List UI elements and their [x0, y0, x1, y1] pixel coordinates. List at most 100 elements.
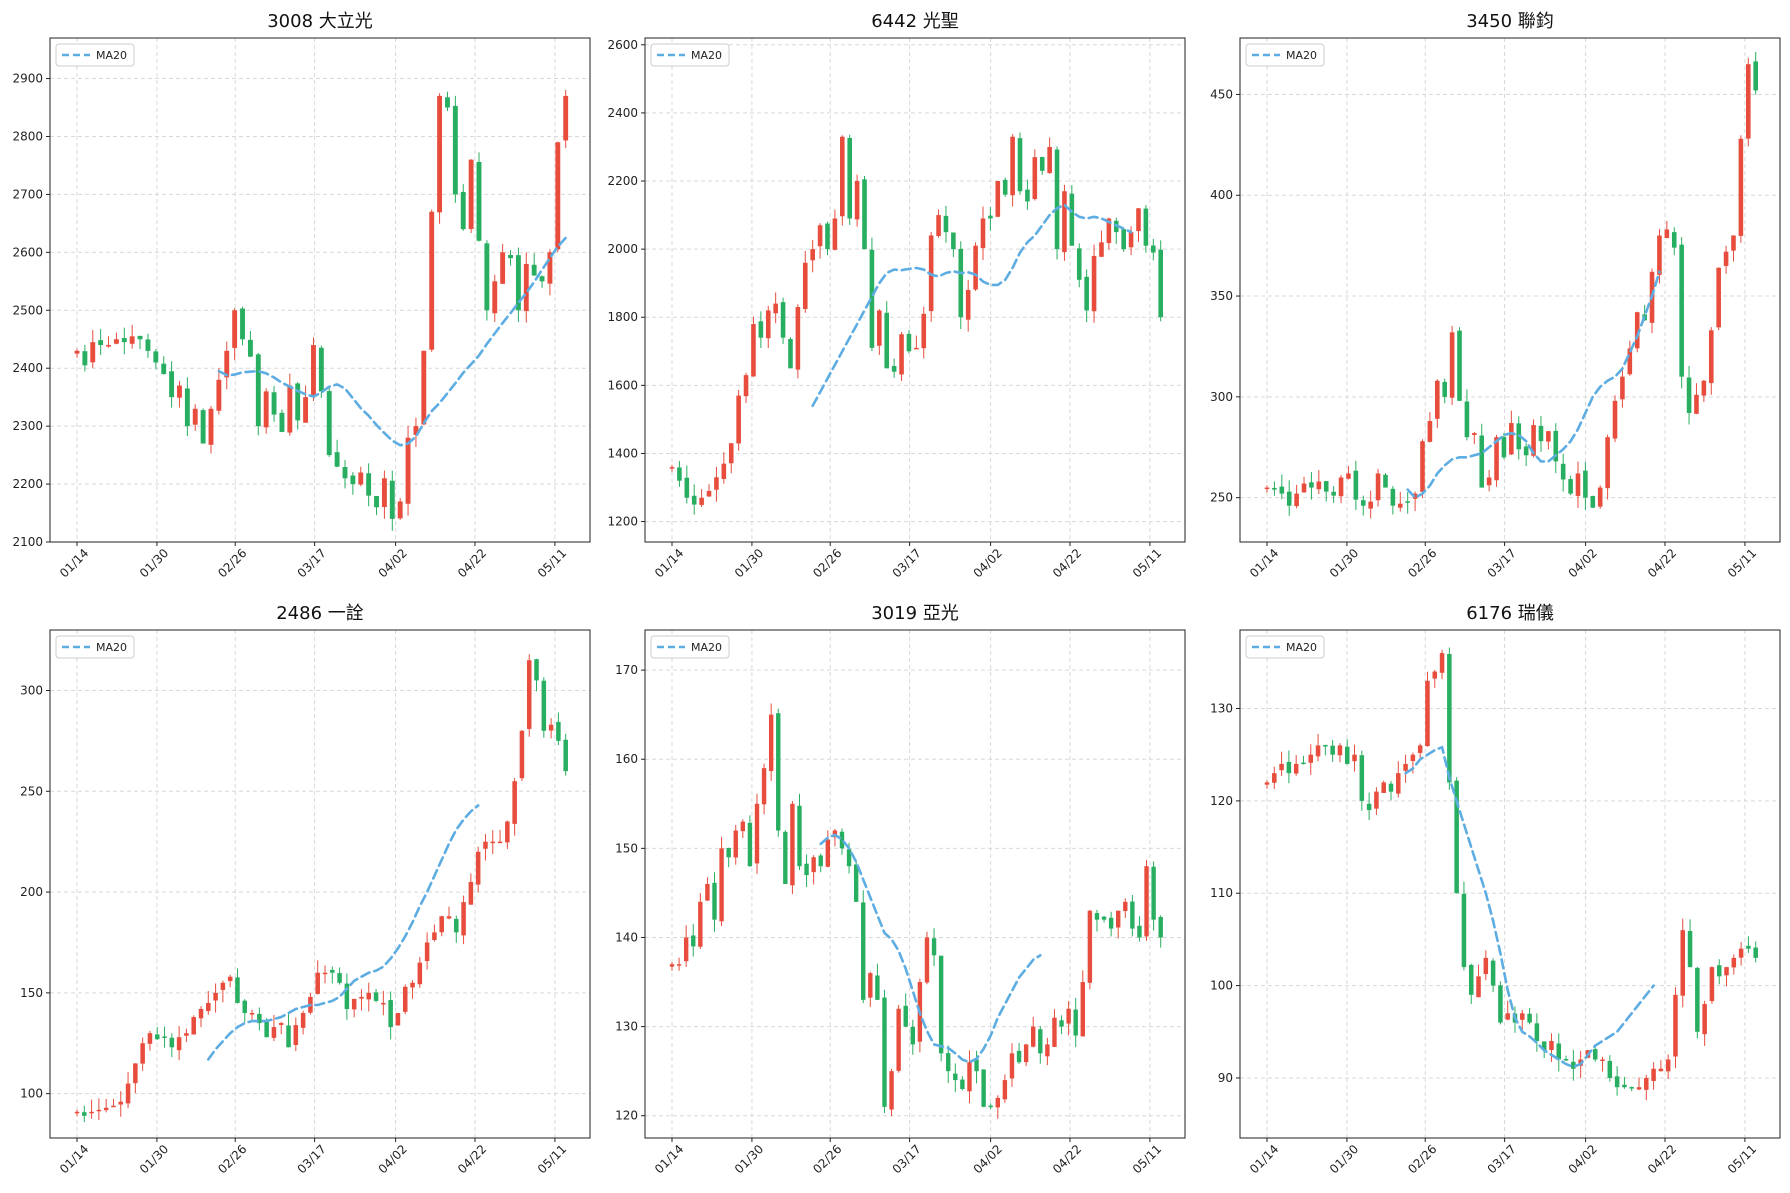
candlestick — [1308, 744, 1314, 775]
candle-body — [1279, 763, 1284, 771]
candlestick — [395, 1012, 401, 1026]
candlestick — [853, 861, 859, 902]
candlestick — [728, 443, 734, 474]
candle-body — [1301, 762, 1306, 765]
candle-body — [974, 1059, 979, 1072]
candle-body — [1346, 473, 1351, 479]
candlestick — [468, 159, 474, 233]
candle-body — [965, 290, 971, 320]
candle-body — [432, 932, 437, 940]
x-tick-label: 01/14 — [652, 1142, 686, 1176]
candlestick — [1158, 240, 1163, 322]
candlestick — [1123, 898, 1128, 919]
candlestick — [1360, 495, 1366, 516]
candlestick — [381, 470, 387, 519]
candlestick — [476, 152, 482, 242]
candle-body — [129, 336, 135, 344]
candlestick — [1137, 916, 1142, 942]
y-tick-label: 1400 — [607, 446, 638, 460]
candlestick — [988, 207, 993, 231]
y-tick-label: 300 — [1210, 390, 1233, 404]
candlestick — [1679, 237, 1684, 389]
candle-body — [1671, 232, 1677, 248]
candlestick — [1644, 1074, 1649, 1101]
candlestick — [669, 962, 675, 971]
y-tick-label: 160 — [615, 752, 638, 766]
candlestick — [1405, 491, 1410, 514]
candle-body — [1397, 503, 1403, 508]
candlestick — [1575, 461, 1581, 508]
candlestick — [714, 466, 719, 502]
candlestick — [1116, 910, 1121, 939]
candle-body — [1468, 964, 1474, 995]
candle-body — [452, 105, 458, 195]
candle-body — [468, 881, 474, 905]
y-tick-label: 200 — [20, 885, 43, 899]
candlestick — [783, 830, 788, 885]
candlestick — [1047, 137, 1052, 174]
candle-body — [350, 475, 356, 485]
candle-body — [1308, 754, 1314, 763]
legend-box — [55, 635, 135, 659]
candle-body — [1101, 916, 1107, 920]
legend: MA20 — [55, 635, 135, 659]
candlestick — [1439, 649, 1445, 680]
candle-body — [1753, 61, 1758, 91]
candle-body — [89, 1111, 94, 1114]
x-tick-label: 01/30 — [1327, 1142, 1361, 1176]
candlestick — [96, 1098, 102, 1120]
candlestick — [1151, 238, 1156, 261]
legend: MA20 — [1245, 635, 1325, 659]
candlestick — [1425, 671, 1430, 747]
y-tick-label: 350 — [1210, 289, 1233, 303]
y-tick-label: 2600 — [607, 38, 638, 52]
candlestick — [1590, 495, 1596, 509]
candlestick — [475, 846, 481, 893]
candle-body — [424, 942, 430, 962]
candle-body — [1432, 671, 1438, 679]
legend: MA20 — [650, 43, 730, 67]
axes-frame — [49, 37, 591, 543]
candle-body — [1091, 255, 1097, 312]
candle-body — [358, 472, 364, 485]
candle-body — [1454, 780, 1459, 894]
candle-body — [847, 137, 853, 219]
chart-title: 6442 光聖 — [871, 11, 959, 32]
candlestick — [508, 249, 513, 266]
chart-title: 6176 瑞儀 — [1466, 603, 1554, 624]
candlestick — [1023, 1043, 1029, 1067]
x-tick-label: 02/26 — [1405, 1142, 1439, 1176]
candlestick — [1062, 184, 1067, 261]
legend-label: MA20 — [96, 641, 127, 654]
ma20-line — [819, 833, 1042, 1064]
candlestick — [1094, 909, 1100, 932]
candlestick — [1144, 860, 1149, 941]
candlestick — [953, 1063, 958, 1093]
candlestick — [1427, 412, 1433, 443]
candle-body — [192, 408, 198, 425]
candle-body — [1472, 433, 1477, 435]
candle-body — [1417, 745, 1423, 753]
candle-body — [184, 388, 190, 427]
y-tick-label: 250 — [20, 784, 43, 798]
x-tick-label: 04/22 — [1645, 1142, 1679, 1176]
candle-body — [1286, 761, 1292, 774]
candlestick — [1346, 466, 1351, 480]
y-tick-label: 2800 — [12, 129, 43, 143]
candlestick — [161, 356, 167, 375]
candle-body — [147, 1033, 153, 1044]
candlestick — [825, 830, 831, 868]
candle-body — [1123, 901, 1128, 912]
candlestick — [389, 470, 395, 531]
candlestick — [1366, 792, 1372, 821]
candle-body — [1600, 1059, 1605, 1061]
candle-body — [388, 1000, 393, 1028]
y-tick-label: 1600 — [607, 378, 638, 392]
candle-body — [1390, 488, 1396, 506]
candlestick — [1607, 1055, 1613, 1082]
candle-body — [951, 232, 956, 250]
candle-body — [111, 1105, 116, 1108]
candle-body — [698, 901, 703, 947]
candlestick — [795, 304, 801, 379]
candle-body — [446, 916, 452, 919]
